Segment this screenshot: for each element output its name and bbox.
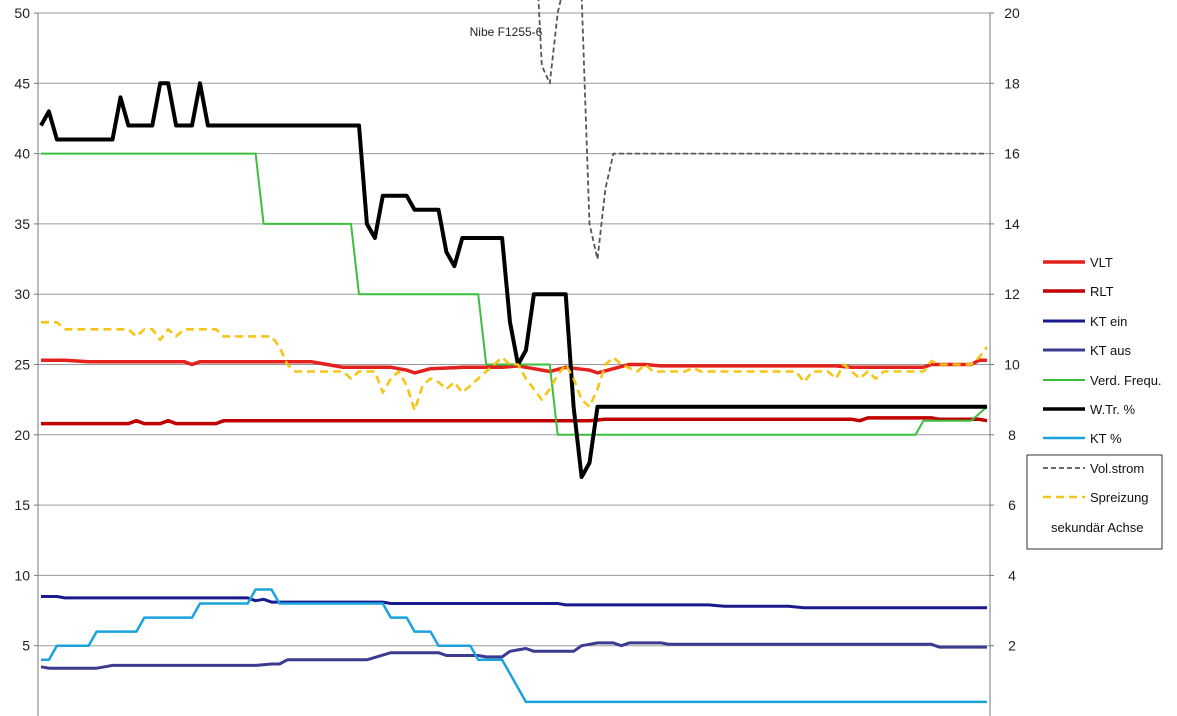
series-line-vlt	[41, 358, 987, 375]
legend-note: sekundär Achse	[1051, 520, 1144, 535]
right-tick-label-14: 14	[1004, 216, 1020, 232]
right-tick-label-20: 20	[1004, 5, 1020, 21]
legend-label-rlt: RLT	[1090, 284, 1114, 299]
series-line-w-tr-	[39, 81, 987, 479]
legend-label-vol-strom: Vol.strom	[1090, 461, 1144, 476]
legend: VLT RLT KT ein KT aus Verd. Frequ. W.Tr. % KT …	[1026, 255, 1163, 550]
left-tick-label-35: 35	[14, 216, 30, 232]
right-axis-ticks: 2 4 6 8 10 12 14 16 18 20	[990, 5, 1020, 654]
gridlines	[38, 12, 990, 647]
legend-secondary-box	[1026, 454, 1163, 550]
right-tick-label-10: 10	[1004, 357, 1020, 373]
legend-label-kt-ein: KT ein	[1090, 314, 1127, 329]
chart-title: Nibe F1255-6	[470, 25, 543, 39]
left-tick-label-30: 30	[14, 286, 30, 302]
left-tick-label-20: 20	[14, 427, 30, 443]
legend-label-w-tr-: W.Tr. %	[1090, 402, 1135, 417]
right-tick-label-18: 18	[1004, 75, 1020, 91]
series-line-kt-aus	[40, 641, 987, 670]
right-tick-label-16: 16	[1004, 146, 1020, 162]
left-tick-label-15: 15	[14, 497, 30, 513]
right-tick-label-12: 12	[1004, 286, 1020, 302]
series-line-rlt	[41, 416, 988, 426]
series-line-spreizung	[41, 320, 989, 412]
left-tick-label-5: 5	[22, 638, 30, 654]
legend-label-kt-aus: KT aus	[1090, 343, 1131, 358]
series-line-verd-frequ-	[41, 152, 988, 436]
right-tick-label-4: 4	[1008, 567, 1016, 583]
legend-label-spreizung: Spreizung	[1090, 490, 1149, 505]
legend-label-kt-: KT %	[1090, 431, 1122, 446]
left-tick-label-45: 45	[14, 75, 30, 91]
left-tick-label-50: 50	[14, 5, 30, 21]
series-line-vol-strom	[537, 0, 987, 261]
legend-label-vlt: VLT	[1090, 255, 1113, 270]
left-tick-label-25: 25	[14, 357, 30, 373]
right-tick-label-2: 2	[1008, 638, 1016, 654]
right-tick-label-8: 8	[1008, 427, 1016, 443]
right-tick-label-6: 6	[1008, 497, 1016, 513]
left-tick-label-10: 10	[14, 567, 30, 583]
legend-label-verd-frequ-: Verd. Frequ.	[1090, 373, 1162, 388]
left-tick-label-40: 40	[14, 146, 30, 162]
series-line-kt-	[41, 588, 987, 704]
series-line-kt-ein	[41, 595, 987, 610]
series-lines	[39, 0, 989, 704]
left-axis-ticks: 5 10 15 20 25 30 35 40 45 50	[14, 5, 38, 654]
